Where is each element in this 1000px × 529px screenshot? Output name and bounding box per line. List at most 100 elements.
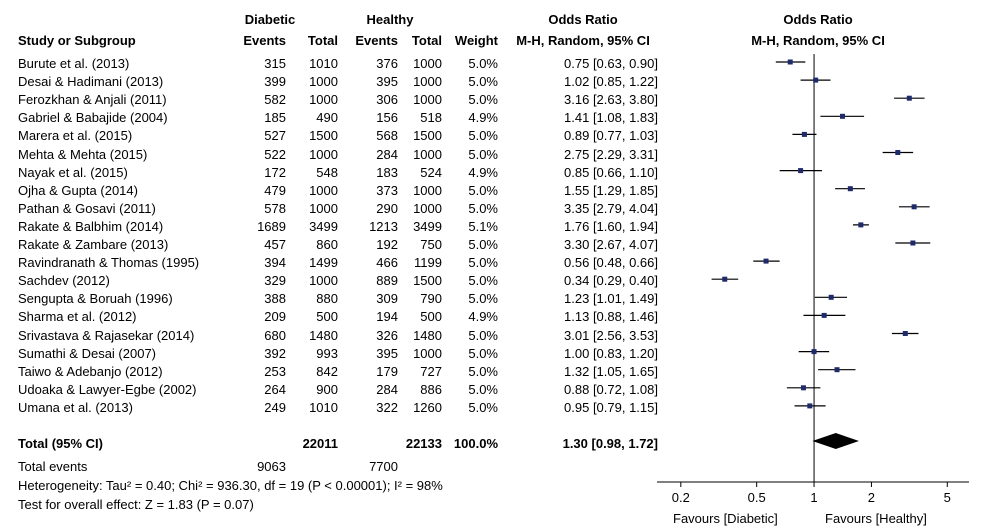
- study-events1: 394: [264, 255, 286, 271]
- study-total1: 1000: [309, 200, 338, 216]
- study-name: Umana et al. (2013): [18, 399, 133, 415]
- study-total1: 860: [316, 237, 338, 252]
- header-method-table: M-H, Random, 95% CI: [516, 33, 650, 48]
- point-estimate: [911, 204, 917, 210]
- study-ci-text: 1.76 [1.60, 1.94]: [564, 218, 658, 234]
- study-events2: 290: [376, 200, 398, 216]
- study-total2: 727: [420, 363, 442, 379]
- header-events2: Events: [355, 33, 398, 48]
- x-tick-label: 0.2: [671, 490, 690, 505]
- study-total1: 1010: [309, 399, 338, 415]
- study-weight: 5.0%: [468, 345, 498, 361]
- study-total2: 3499: [413, 218, 442, 234]
- study-name: Srivastava & Rajasekar (2014): [18, 327, 195, 343]
- study-total2: 790: [420, 291, 442, 307]
- study-total2: 518: [420, 110, 442, 126]
- study-ci-text: 0.95 [0.79, 1.15]: [564, 399, 658, 415]
- header-total2: Total: [411, 33, 442, 48]
- study-total1: 1499: [309, 255, 338, 271]
- point-estimate: [895, 150, 901, 155]
- x-tick-label: 1: [810, 490, 818, 505]
- study-total2: 1260: [413, 399, 442, 415]
- study-ci-text: 1.32 [1.05, 1.65]: [564, 363, 658, 379]
- study-ci-text: 1.00 [0.83, 1.20]: [564, 345, 658, 361]
- heterogeneity-text: Heterogeneity: Tau² = 0.40; Chi² = 936.3…: [18, 478, 443, 493]
- study-events2: 156: [376, 110, 398, 126]
- total-events-e1: 9063: [257, 459, 286, 474]
- point-estimate: [807, 403, 813, 409]
- point-estimate: [910, 240, 916, 246]
- total-events-label: Total events: [18, 459, 88, 474]
- study-events1: 329: [264, 273, 286, 289]
- study-total2: 1000: [413, 92, 442, 108]
- study-total2: 500: [420, 309, 442, 325]
- study-weight: 4.9%: [468, 309, 498, 325]
- study-weight: 4.9%: [468, 164, 498, 180]
- study-name: Nayak et al. (2015): [18, 164, 128, 180]
- study-events2: 568: [376, 128, 398, 144]
- study-ci-text: 1.02 [0.85, 1.22]: [564, 74, 658, 90]
- header-group1: Diabetic: [244, 12, 296, 27]
- study-name: Sharma et al. (2012): [18, 309, 137, 325]
- study-events1: 264: [264, 381, 286, 397]
- study-events2: 284: [376, 146, 398, 162]
- study-name: Burute et al. (2013): [18, 56, 130, 71]
- study-events1: 399: [264, 74, 286, 90]
- x-tick-label: 2: [867, 490, 876, 505]
- study-total1: 1000: [309, 92, 338, 108]
- study-total1: 993: [316, 345, 338, 361]
- study-events2: 306: [376, 92, 398, 108]
- study-total2: 1500: [413, 128, 442, 144]
- study-events2: 466: [376, 255, 398, 271]
- study-ci-text: 1.55 [1.29, 1.85]: [564, 182, 658, 198]
- x-tick-label: 5: [943, 490, 951, 505]
- header-events1: Events: [243, 33, 286, 48]
- study-weight: 5.0%: [468, 363, 498, 379]
- header-group2: Healthy: [366, 12, 414, 27]
- study-total2: 750: [420, 237, 442, 252]
- overall-effect-text: Test for overall effect: Z = 1.83 (P = 0…: [18, 497, 254, 512]
- point-estimate: [722, 276, 728, 282]
- study-total2: 1000: [413, 74, 442, 90]
- study-events2: 192: [376, 237, 398, 252]
- study-total1: 842: [316, 363, 338, 379]
- study-total1: 548: [316, 164, 338, 180]
- forest-axis: [657, 54, 969, 487]
- point-estimate: [847, 186, 853, 192]
- point-estimate: [763, 258, 769, 264]
- study-ci-text: 0.34 [0.29, 0.40]: [564, 273, 658, 289]
- study-name: Pathan & Gosavi (2011): [18, 200, 156, 216]
- study-weight: 4.9%: [468, 110, 498, 126]
- study-events2: 373: [376, 182, 398, 198]
- study-events2: 395: [376, 345, 398, 361]
- study-weight: 5.0%: [468, 146, 498, 162]
- point-estimate: [811, 349, 817, 355]
- study-weight: 5.0%: [468, 273, 498, 289]
- study-events2: 183: [376, 164, 398, 180]
- header-total1: Total: [307, 33, 338, 48]
- point-estimate: [906, 95, 912, 101]
- study-ci-text: 2.75 [2.29, 3.31]: [564, 146, 658, 162]
- study-total1: 500: [316, 309, 338, 325]
- study-events1: 578: [264, 200, 286, 216]
- study-weight: 5.0%: [468, 74, 498, 90]
- study-total1: 3499: [309, 218, 338, 234]
- header-odds-ratio-table: Odds Ratio: [548, 12, 618, 27]
- study-total2: 1000: [413, 146, 442, 162]
- study-weight: 5.1%: [468, 218, 498, 234]
- study-ci-text: 1.41 [1.08, 1.83]: [564, 110, 658, 126]
- total-ci-text: 1.30 [0.98, 1.72]: [562, 436, 658, 451]
- header-odds-ratio-plot: Odds Ratio: [783, 12, 853, 27]
- study-ci-text: 1.13 [0.88, 1.46]: [564, 309, 658, 325]
- point-estimate: [821, 312, 827, 318]
- study-weight: 5.0%: [468, 92, 498, 108]
- study-ci-text: 3.01 [2.56, 3.53]: [564, 327, 658, 343]
- study-total1: 490: [316, 110, 338, 126]
- point-estimate: [787, 59, 793, 65]
- study-total1: 1500: [309, 128, 338, 144]
- header-weight: Weight: [454, 33, 498, 48]
- study-name: Gabriel & Babajide (2004): [18, 110, 168, 126]
- point-estimate: [801, 131, 807, 137]
- study-name: Sengupta & Boruah (1996): [18, 291, 173, 307]
- point-estimate: [800, 385, 806, 391]
